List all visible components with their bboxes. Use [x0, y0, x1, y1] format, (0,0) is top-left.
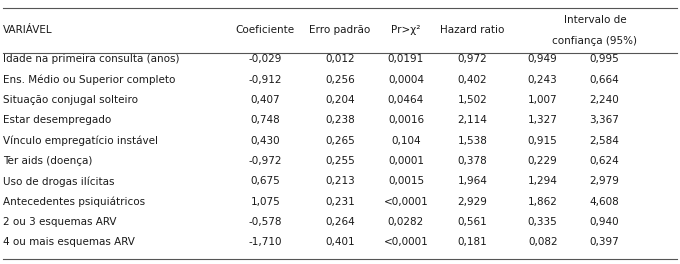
Text: Vínculo empregatício instável: Vínculo empregatício instável — [3, 135, 158, 146]
Text: 0,561: 0,561 — [458, 217, 488, 227]
Text: 0,012: 0,012 — [325, 54, 355, 64]
Text: 2 ou 3 esquemas ARV: 2 ou 3 esquemas ARV — [3, 217, 117, 227]
Text: confiança (95%): confiança (95%) — [552, 36, 638, 46]
Text: -0,029: -0,029 — [248, 54, 282, 64]
Text: 1,502: 1,502 — [458, 95, 488, 105]
Text: VARIÁVEL: VARIÁVEL — [3, 25, 53, 35]
Text: 1,294: 1,294 — [528, 176, 558, 186]
Text: 0,265: 0,265 — [325, 136, 355, 146]
Text: 0,238: 0,238 — [325, 115, 355, 125]
Text: 0,402: 0,402 — [458, 75, 488, 85]
Text: Pr>χ²: Pr>χ² — [391, 25, 421, 35]
Text: 0,204: 0,204 — [325, 95, 355, 105]
Text: 0,915: 0,915 — [528, 136, 558, 146]
Text: Idade na primeira consulta (anos): Idade na primeira consulta (anos) — [3, 54, 180, 64]
Text: Antecedentes psiquiátricos: Antecedentes psiquiátricos — [3, 196, 146, 207]
Text: 0,264: 0,264 — [325, 217, 355, 227]
Text: 0,949: 0,949 — [528, 54, 558, 64]
Text: 4,608: 4,608 — [589, 197, 619, 207]
Text: 0,972: 0,972 — [458, 54, 488, 64]
Text: -0,912: -0,912 — [248, 75, 282, 85]
Text: -0,578: -0,578 — [248, 217, 282, 227]
Text: 0,397: 0,397 — [589, 237, 619, 247]
Text: 0,0015: 0,0015 — [388, 176, 424, 186]
Text: Hazard ratio: Hazard ratio — [441, 25, 505, 35]
Text: <0,0001: <0,0001 — [384, 237, 428, 247]
Text: Ter aids (doença): Ter aids (doença) — [3, 156, 92, 166]
Text: 1,075: 1,075 — [250, 197, 280, 207]
Text: 0,0016: 0,0016 — [388, 115, 424, 125]
Text: 0,213: 0,213 — [325, 176, 355, 186]
Text: 0,624: 0,624 — [589, 156, 619, 166]
Text: 2,584: 2,584 — [589, 136, 619, 146]
Text: 0,0464: 0,0464 — [388, 95, 424, 105]
Text: Ens. Médio ou Superior completo: Ens. Médio ou Superior completo — [3, 74, 175, 85]
Text: -0,972: -0,972 — [248, 156, 282, 166]
Text: 0,378: 0,378 — [458, 156, 488, 166]
Text: 2,114: 2,114 — [458, 115, 488, 125]
Text: 0,082: 0,082 — [528, 237, 558, 247]
Text: 1,538: 1,538 — [458, 136, 488, 146]
Text: 0,401: 0,401 — [325, 237, 355, 247]
Text: 0,255: 0,255 — [325, 156, 355, 166]
Text: 0,231: 0,231 — [325, 197, 355, 207]
Text: Situação conjugal solteiro: Situação conjugal solteiro — [3, 95, 139, 105]
Text: 0,0191: 0,0191 — [388, 54, 424, 64]
Text: 0,335: 0,335 — [528, 217, 558, 227]
Text: Uso de drogas ilícitas: Uso de drogas ilícitas — [3, 176, 115, 187]
Text: 3,367: 3,367 — [589, 115, 619, 125]
Text: 1,007: 1,007 — [528, 95, 558, 105]
Text: 0,256: 0,256 — [325, 75, 355, 85]
Text: 0,104: 0,104 — [391, 136, 421, 146]
Text: Estar desempregado: Estar desempregado — [3, 115, 112, 125]
Text: 1,964: 1,964 — [458, 176, 488, 186]
Text: 0,407: 0,407 — [250, 95, 280, 105]
Text: Intervalo de: Intervalo de — [564, 15, 626, 25]
Text: Erro padrão: Erro padrão — [309, 25, 371, 35]
Text: 0,664: 0,664 — [589, 75, 619, 85]
Text: 0,0282: 0,0282 — [388, 217, 424, 227]
Text: 0,430: 0,430 — [250, 136, 280, 146]
Text: 0,229: 0,229 — [528, 156, 558, 166]
Text: <0,0001: <0,0001 — [384, 197, 428, 207]
Text: 0,181: 0,181 — [458, 237, 488, 247]
Text: 4 ou mais esquemas ARV: 4 ou mais esquemas ARV — [3, 237, 135, 247]
Text: 2,979: 2,979 — [589, 176, 619, 186]
Text: Coeficiente: Coeficiente — [236, 25, 294, 35]
Text: 2,929: 2,929 — [458, 197, 488, 207]
Text: 0,748: 0,748 — [250, 115, 280, 125]
Text: 0,243: 0,243 — [528, 75, 558, 85]
Text: 1,327: 1,327 — [528, 115, 558, 125]
Text: 2,240: 2,240 — [589, 95, 619, 105]
Text: -1,710: -1,710 — [248, 237, 282, 247]
Text: 0,995: 0,995 — [589, 54, 619, 64]
Text: 0,940: 0,940 — [589, 217, 619, 227]
Text: 1,862: 1,862 — [528, 197, 558, 207]
Text: 0,0001: 0,0001 — [388, 156, 424, 166]
Text: 0,675: 0,675 — [250, 176, 280, 186]
Text: 0,0004: 0,0004 — [388, 75, 424, 85]
